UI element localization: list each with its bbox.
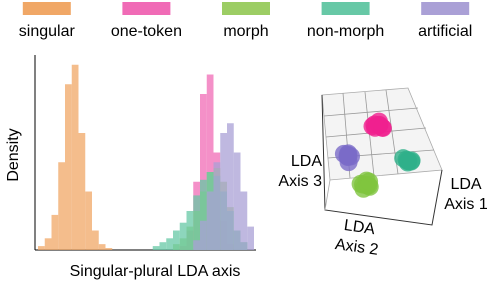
legend-swatch — [22, 2, 71, 15]
histogram-bar — [65, 84, 72, 250]
histogram-bar — [200, 94, 207, 250]
histogram-bar — [200, 179, 207, 250]
histogram-bar — [92, 230, 99, 250]
legend-label: one-token — [111, 23, 182, 40]
legend-label: singular — [19, 23, 76, 40]
histogram-bar — [186, 211, 194, 250]
histogram-bar — [159, 242, 167, 250]
y3d-axis-label: LDA Axis 2 — [333, 217, 380, 259]
histogram-bar — [206, 74, 214, 250]
scatter-point — [360, 172, 379, 191]
histogram-bar — [200, 220, 207, 250]
histogram-bar — [38, 246, 45, 250]
histogram-bar — [213, 162, 221, 250]
scatter-point — [402, 151, 421, 170]
legend-swatch — [222, 2, 270, 15]
histogram-bar — [193, 195, 200, 250]
histogram-bar — [71, 64, 79, 250]
histogram-bar — [105, 248, 113, 250]
legend-swatch — [122, 2, 171, 15]
histogram-bar — [179, 222, 187, 250]
legend-label: morph — [223, 23, 268, 40]
histogram-bar — [51, 214, 59, 250]
histogram-bar — [85, 191, 92, 250]
histogram-bar — [98, 244, 106, 250]
histogram-bar — [220, 133, 227, 250]
legend-label: non-morph — [307, 23, 384, 40]
histogram-bar — [166, 238, 173, 250]
histogram-bar — [58, 162, 65, 250]
legend-swatch — [421, 2, 470, 15]
histogram-bar — [206, 191, 214, 250]
histogram-bar — [240, 191, 248, 250]
histogram-bar — [44, 238, 52, 250]
scatter-point — [342, 147, 360, 166]
z-axis-label: LDA Axis 3 — [278, 153, 322, 190]
histogram-bar — [193, 240, 200, 250]
histogram-bar — [233, 152, 241, 250]
histogram-bar — [78, 133, 86, 250]
histogram-bar — [247, 226, 254, 250]
histogram-bar — [173, 230, 180, 250]
legend-swatch — [321, 2, 370, 15]
x-axis-label: Singular-plural LDA axis — [69, 263, 241, 280]
histogram-bar — [227, 123, 234, 250]
y-axis-label: Density — [5, 128, 22, 181]
scatter-point — [373, 118, 392, 137]
histogram-bar — [152, 246, 160, 250]
x3d-axis-label: LDA Axis 1 — [444, 176, 488, 213]
legend-label: artificial — [418, 23, 472, 40]
